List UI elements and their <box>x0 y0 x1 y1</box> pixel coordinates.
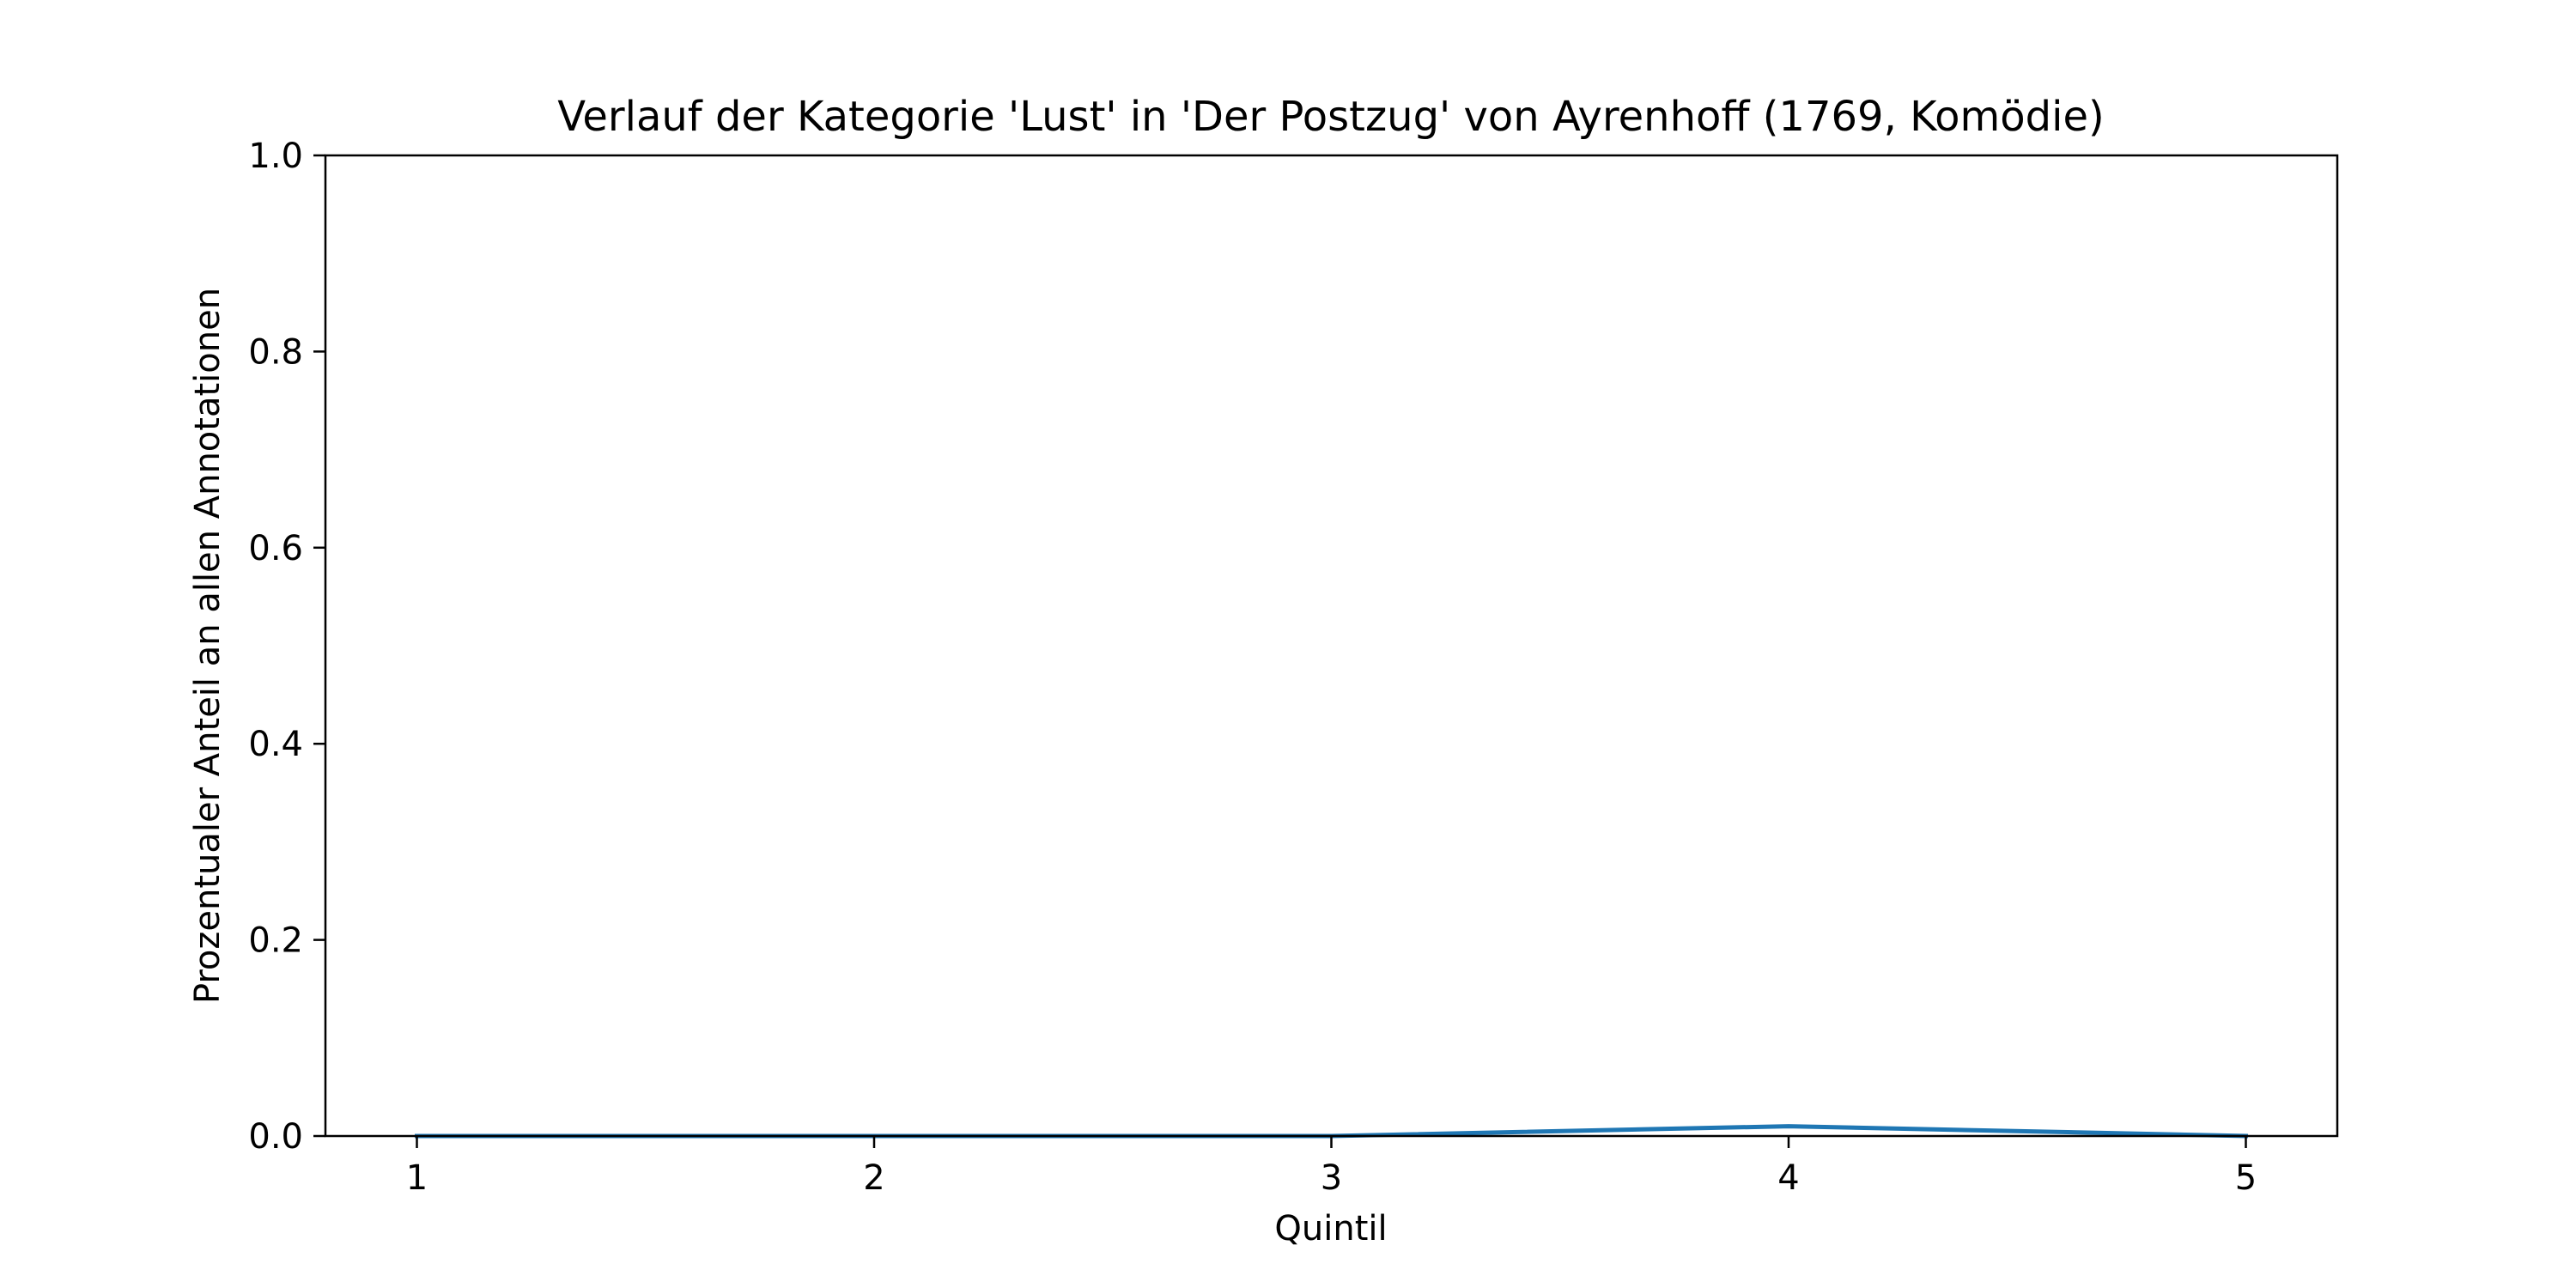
x-axis: 1 2 3 4 5 <box>406 1136 2257 1198</box>
x-axis-label: Quintil <box>1274 1209 1387 1249</box>
y-tick-label: 0.4 <box>248 725 303 764</box>
x-tick-label: 1 <box>406 1158 428 1198</box>
y-tick-label: 0.0 <box>248 1117 303 1157</box>
y-axis-label: Prozentualer Anteil an allen Annotatione… <box>188 288 228 1004</box>
x-tick-label: 5 <box>2235 1158 2257 1198</box>
x-tick-label: 3 <box>1321 1158 1342 1198</box>
chart-title: Verlauf der Kategorie 'Lust' in 'Der Pos… <box>557 93 2104 141</box>
y-tick-label: 1.0 <box>248 137 303 176</box>
y-tick-label: 0.6 <box>248 529 303 568</box>
y-tick-label: 0.2 <box>248 921 303 961</box>
x-tick-label: 4 <box>1777 1158 1799 1198</box>
y-axis: 0.0 0.2 0.4 0.6 0.8 1.0 <box>248 137 325 1157</box>
x-tick-label: 2 <box>863 1158 884 1198</box>
y-tick-label: 0.8 <box>248 332 303 372</box>
